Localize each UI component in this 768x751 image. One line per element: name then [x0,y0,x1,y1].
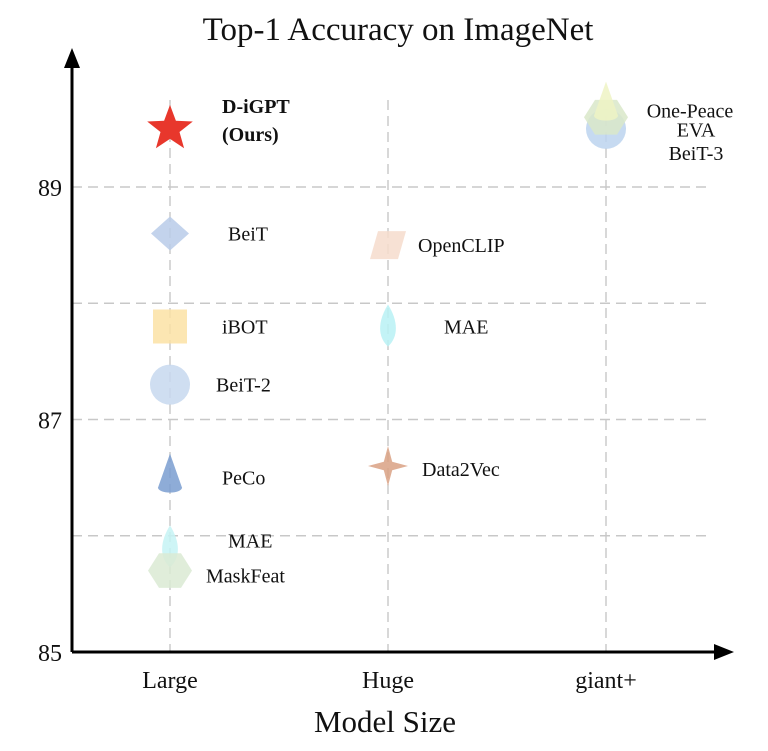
data-point [158,453,182,493]
point-label: Data2Vec [422,459,500,481]
point-label: PeCo [222,468,265,490]
point-label-line: MaskFeat [206,566,285,588]
point-label: MaskFeat [206,566,285,588]
point-label: BeiT [228,224,268,246]
marker-square [153,309,187,344]
point-label-line: BeiT-3 [669,143,724,165]
point-label-line: (Ours) [222,124,279,146]
x-axis-label: Model Size [314,704,456,739]
marker-diamond [151,216,189,251]
point-label: D-iGPT (Ours) [222,96,290,146]
marker-cone [594,81,618,121]
data-point [147,104,193,149]
point-label: MAE [444,317,488,339]
x-tick-label: giant+ [575,668,637,694]
marker-drop [380,304,396,347]
y-axis-arrow [64,48,80,68]
point-label-line: PeCo [222,468,265,490]
chart-title: Top-1 Accuracy on ImageNet [203,12,594,48]
point-label-line: MAE [444,317,488,339]
data-point [151,216,189,251]
axes [64,48,734,660]
point-label: OpenCLIP [418,235,505,257]
y-tick-label: 89 [38,176,62,202]
marker-star4 [368,446,408,486]
marker-circle [150,364,190,405]
marker-parallelogram [370,231,406,260]
point-label-line: BeiT-2 [216,375,271,397]
point-label-line: OpenCLIP [418,235,505,257]
x-axis-arrow [714,644,734,660]
point-label: One-Peace [647,101,734,123]
tick-labels: 85 87 89 Large Huge giant+ [38,176,637,694]
point-label: BeiT-3 [669,143,724,165]
data-point [150,364,190,405]
marker-hexagon [148,553,192,588]
point-label-line: MAE [228,530,272,552]
point-label-line: Data2Vec [422,459,500,481]
point-label: MAE [228,530,272,552]
data-point [594,81,618,121]
point-label: BeiT-2 [216,375,271,397]
data-point [368,446,408,486]
point-labels: D-iGPT (Ours) BeiT iBOT BeiT-2 PeCo MAE MaskFea… [206,96,733,588]
point-label-line: One-Peace [647,101,734,123]
data-point [153,309,187,344]
marker-star [147,104,193,149]
data-point [370,231,406,260]
x-tick-label: Huge [362,668,414,694]
x-tick-label: Large [142,668,198,694]
y-tick-label: 85 [38,641,62,667]
point-label-line: D-iGPT [222,96,290,118]
point-label-line: BeiT [228,224,268,246]
point-label: EVA [677,119,716,141]
data-point [148,553,192,588]
point-label-line: EVA [677,119,716,141]
point-label: iBOT [222,317,268,339]
data-points [147,81,628,588]
marker-cone [158,453,182,493]
grid [72,100,712,652]
data-point [380,304,396,347]
y-tick-label: 87 [38,409,62,435]
point-label-line: iBOT [222,317,268,339]
